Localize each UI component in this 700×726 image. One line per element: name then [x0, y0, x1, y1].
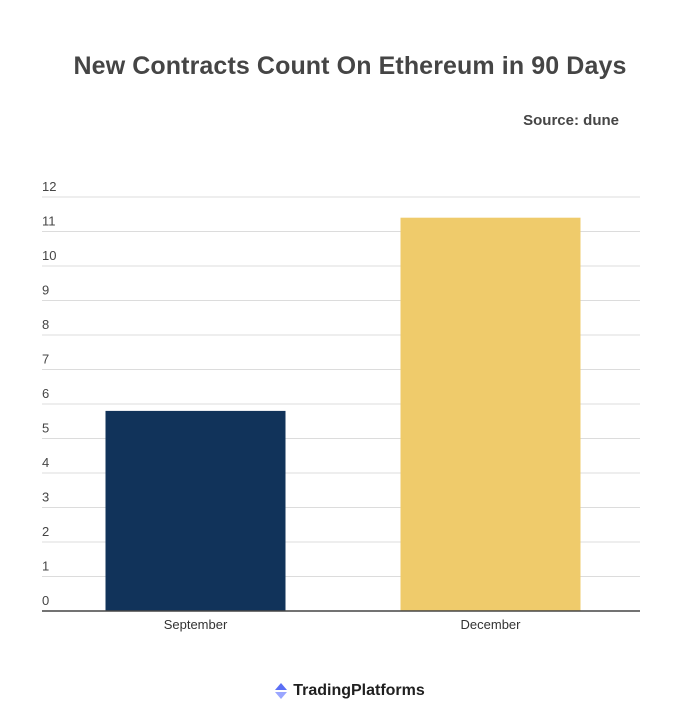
tradingplatforms-logo-icon [275, 683, 288, 699]
brand-name: TradingPlatforms [293, 682, 425, 699]
y-tick-label: 5 [42, 421, 49, 436]
y-tick-label: 7 [42, 352, 49, 367]
y-tick-label: 6 [42, 386, 49, 401]
y-tick-label: 3 [42, 490, 49, 505]
bar-december [400, 217, 581, 611]
bar-september [105, 410, 286, 611]
y-tick-label: 1 [42, 559, 49, 574]
y-tick-label: 9 [42, 283, 49, 298]
chart-title: New Contracts Count On Ethereum in 90 Da… [73, 52, 627, 80]
chart-source: Source: dune [523, 112, 619, 129]
y-tick-label: 8 [42, 317, 49, 332]
y-tick-label: 2 [42, 524, 49, 539]
y-tick-label: 10 [42, 248, 56, 263]
bars [105, 217, 581, 611]
x-tick-label: September [164, 617, 228, 632]
brand-footer: TradingPlatforms [0, 682, 700, 700]
y-tick-label: 4 [42, 455, 49, 470]
x-tick-label: December [461, 617, 522, 632]
y-tick-label: 11 [42, 214, 56, 229]
y-tick-label: 0 [42, 593, 49, 608]
y-tick-label: 12 [42, 179, 56, 194]
x-axis-tick-labels: September December [164, 617, 521, 632]
